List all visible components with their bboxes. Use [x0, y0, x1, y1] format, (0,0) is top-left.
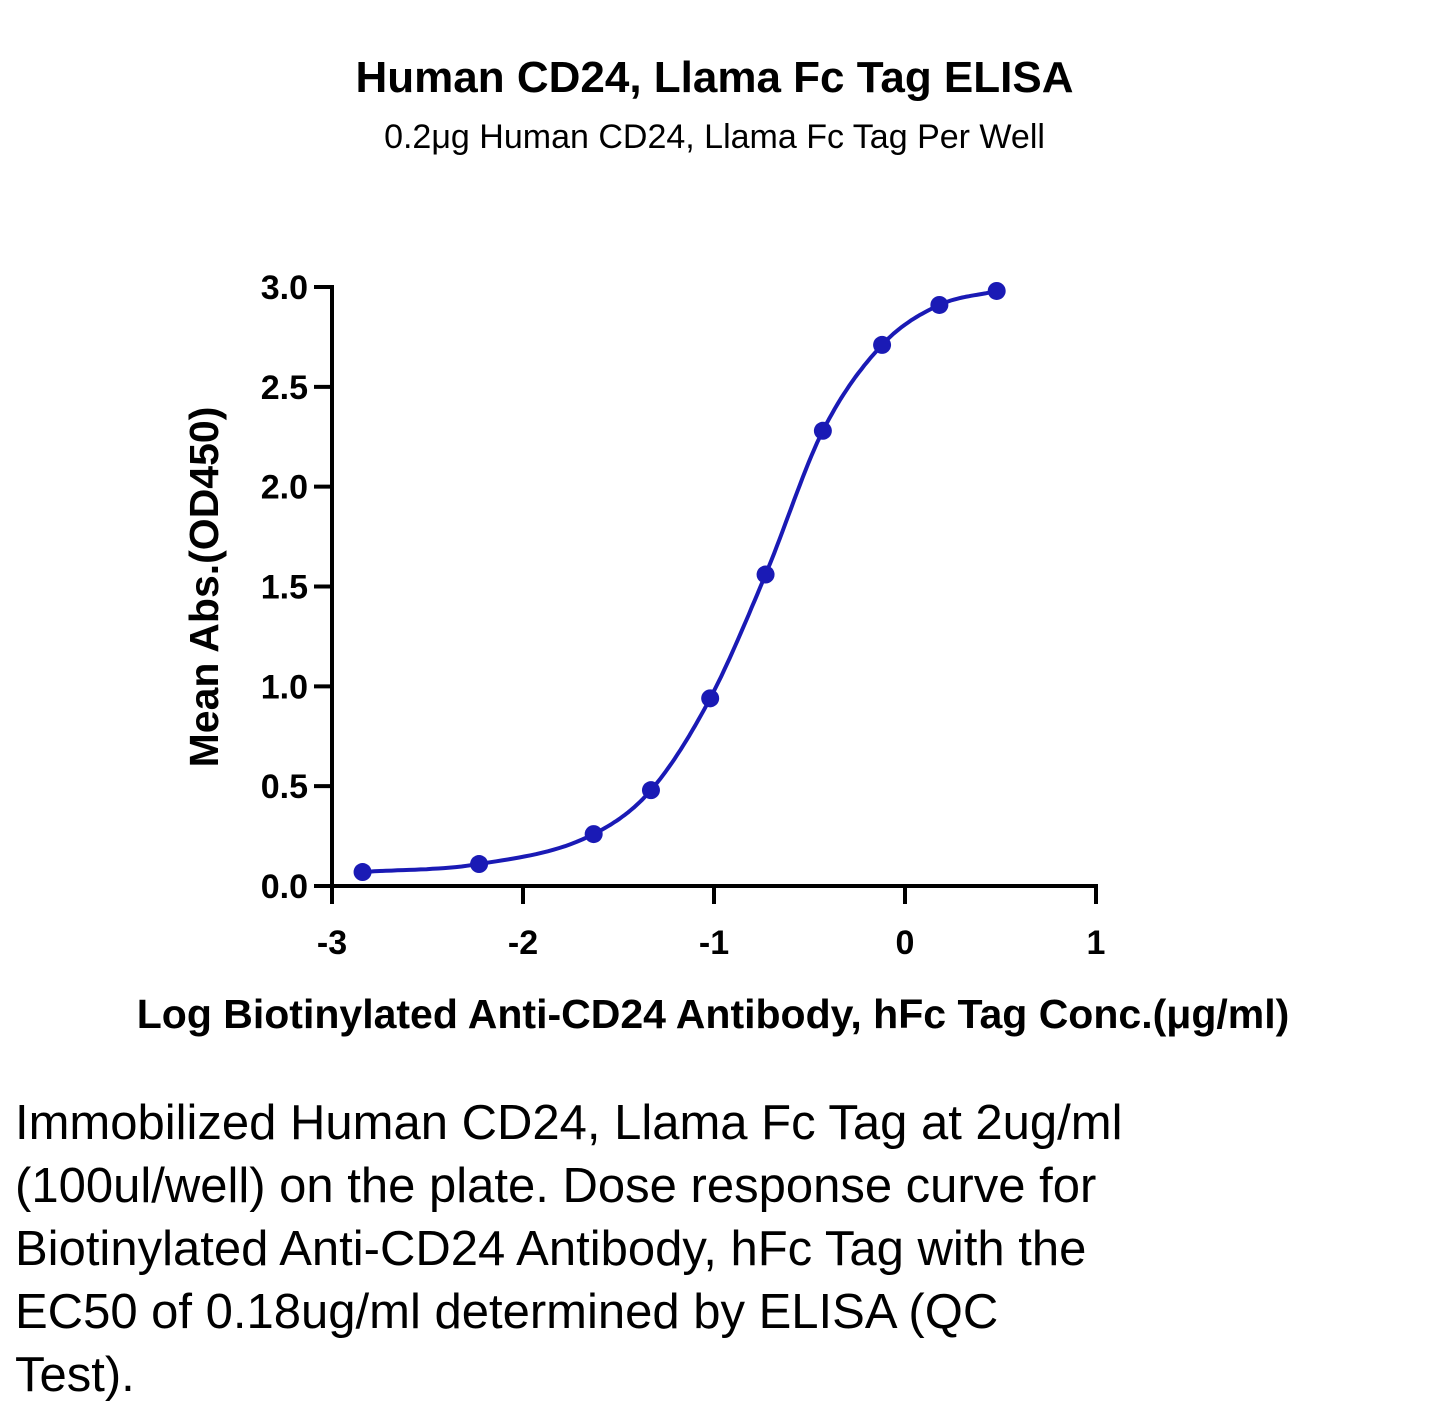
y-tick-label: 2.0 [261, 469, 308, 507]
chart-title: Human CD24, Llama Fc Tag ELISA [355, 53, 1074, 102]
y-tick-label: 3.0 [261, 269, 308, 307]
x-tick-label: 1 [1087, 924, 1106, 962]
chart-subtitle: 0.2μg Human CD24, Llama Fc Tag Per Well [384, 118, 1045, 156]
y-tick-label: 1.0 [261, 668, 308, 706]
y-tick-label: 0.0 [261, 868, 308, 906]
data-point [756, 565, 775, 584]
axes: -3 -2 -1 0 1 0.0 0.5 1.0 1.5 2.0 2.5 3.0 [261, 269, 1106, 962]
elisa-chart: -3 -2 -1 0 1 0.0 0.5 1.0 1.5 2.0 2.5 3.0 Log Biotin… [137, 269, 1290, 1037]
y-tick-label: 1.5 [261, 569, 308, 607]
figure-caption: Immobilized Human CD24, Llama Fc Tag at … [15, 1096, 1123, 1402]
x-tick-label: -3 [317, 924, 347, 962]
x-tick-label: 0 [896, 924, 915, 962]
y-tick-label: 0.5 [261, 768, 308, 806]
data-point [873, 335, 892, 354]
data-point [930, 295, 949, 314]
data-point [353, 863, 372, 882]
data-point [470, 855, 489, 874]
data-point [701, 689, 720, 708]
x-tick-label: -1 [699, 924, 729, 962]
data-points-layer [353, 281, 1006, 882]
data-point [584, 825, 603, 844]
y-axis-title: Mean Abs.(OD450) [181, 407, 227, 768]
data-point [987, 281, 1006, 300]
x-tick-label: -2 [508, 924, 538, 962]
fit-curve [362, 289, 998, 874]
x-axis-title: Log Biotinylated Anti-CD24 Antibody, hFc… [137, 991, 1290, 1037]
fit-curve-layer [362, 289, 998, 874]
data-point [813, 421, 832, 440]
y-tick-label: 2.5 [261, 369, 308, 407]
data-point [641, 781, 660, 800]
